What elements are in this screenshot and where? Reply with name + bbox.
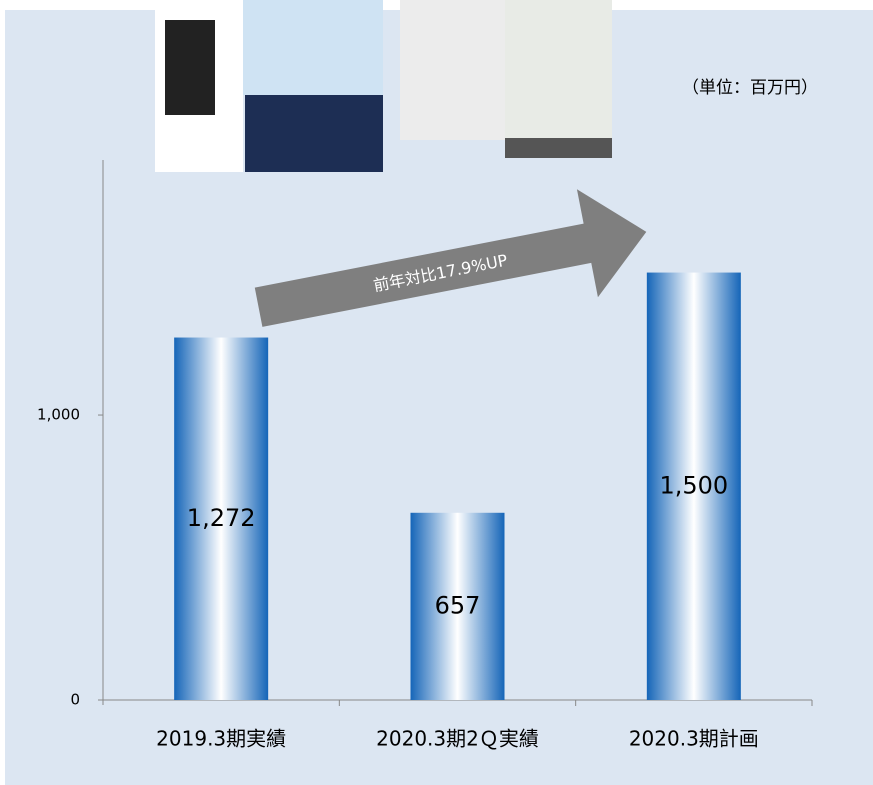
- value-label: 657: [435, 591, 481, 619]
- unit-label: （単位：百万円）: [682, 78, 818, 98]
- x-tick-label: 2019.3期実績: [156, 727, 286, 751]
- x-tick-label: 2020.3期計画: [629, 727, 759, 751]
- value-label: 1,272: [187, 504, 256, 532]
- image-phone: [505, 0, 612, 158]
- x-tick-label: 2020.3期2Ｑ実績: [376, 727, 539, 751]
- image-diagram: [243, 0, 383, 95]
- image-led: [505, 138, 612, 158]
- y-tick-label: 0: [70, 691, 80, 709]
- image-copier: [400, 0, 505, 140]
- image-cameras: [245, 95, 383, 172]
- y-tick-label: 1,000: [37, 406, 80, 424]
- image-pc-box: [165, 20, 215, 115]
- value-label: 1,500: [659, 471, 728, 499]
- chart: （単位：百万円） 前年対比17.9%UP 01,0001,2722019.3期実…: [0, 0, 873, 785]
